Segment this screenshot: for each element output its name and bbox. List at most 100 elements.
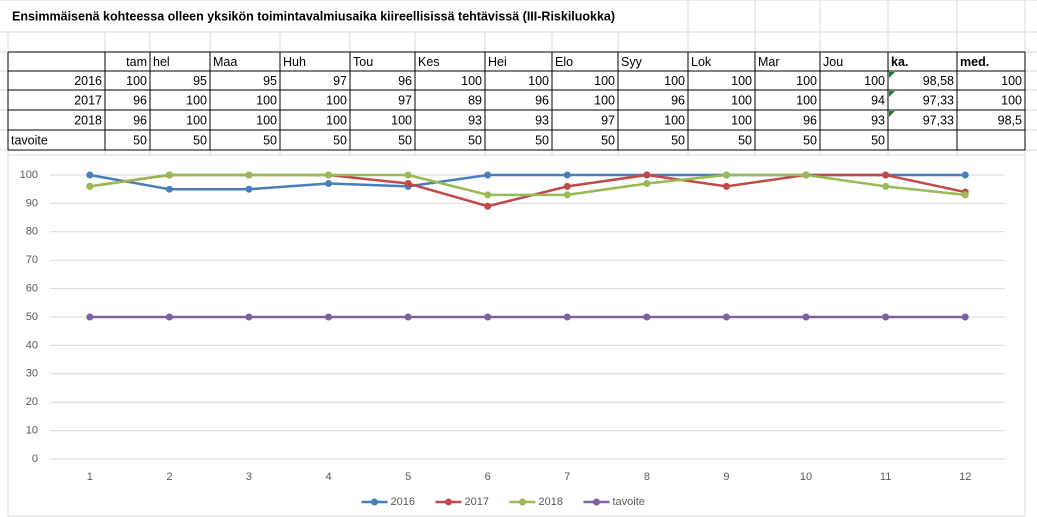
x-tick-label: 5 xyxy=(405,471,411,483)
table-cell: 50 xyxy=(133,133,147,147)
data-point xyxy=(404,313,412,321)
table-cell: 50 xyxy=(193,133,207,147)
table-cell: 100 xyxy=(186,113,207,127)
row-label: tavoite xyxy=(11,133,48,147)
table-cell: 97 xyxy=(398,93,412,107)
table-cell: 100 xyxy=(594,74,615,88)
data-point xyxy=(643,313,651,321)
data-point xyxy=(882,182,890,190)
table-cell: 97 xyxy=(333,74,347,88)
table-cell: 50 xyxy=(738,133,752,147)
table-cell: 50 xyxy=(263,133,277,147)
data-point xyxy=(245,313,253,321)
table-cell: 97 xyxy=(601,113,615,127)
column-header: Kes xyxy=(418,55,440,69)
table-cell: 96 xyxy=(398,74,412,88)
table-cell: 100 xyxy=(461,74,482,88)
column-header: Lok xyxy=(691,55,712,69)
table-cell: 96 xyxy=(133,113,147,127)
table-cell: 100 xyxy=(594,93,615,107)
data-point xyxy=(961,313,969,321)
data-point xyxy=(245,185,253,193)
y-tick-label: 10 xyxy=(26,425,38,437)
column-header: med. xyxy=(960,55,989,69)
table-cell: 97,33 xyxy=(923,93,954,107)
data-point xyxy=(325,313,333,321)
table-cell: 100 xyxy=(731,74,752,88)
y-tick-label: 100 xyxy=(20,169,38,181)
table-cell: 50 xyxy=(671,133,685,147)
data-point xyxy=(404,180,412,188)
table-cell: 100 xyxy=(1001,93,1022,107)
data-point xyxy=(484,191,492,199)
column-header: Maa xyxy=(213,55,237,69)
data-point xyxy=(882,313,890,321)
data-point xyxy=(961,191,969,199)
error-indicator xyxy=(889,91,895,97)
column-header: Hei xyxy=(488,55,507,69)
table-cell: 50 xyxy=(803,133,817,147)
table-cell: 100 xyxy=(256,113,277,127)
sheet-title: Ensimmäisenä kohteessa olleen yksikön to… xyxy=(12,9,615,23)
table-cell: 100 xyxy=(326,113,347,127)
data-point xyxy=(722,182,730,190)
data-point xyxy=(563,191,571,199)
x-tick-label: 1 xyxy=(87,471,93,483)
legend-marker xyxy=(519,498,526,506)
column-header: tam xyxy=(126,55,147,69)
table-cell: 94 xyxy=(871,93,885,107)
data-point xyxy=(86,171,94,179)
data-point xyxy=(802,171,810,179)
table-cell: 93 xyxy=(871,113,885,127)
table-cell: 100 xyxy=(528,74,549,88)
table-cell: 100 xyxy=(731,113,752,127)
data-point xyxy=(563,182,571,190)
y-tick-label: 50 xyxy=(26,311,38,323)
data-point xyxy=(245,171,253,179)
y-tick-label: 60 xyxy=(26,283,38,295)
x-tick-label: 3 xyxy=(246,471,252,483)
data-point xyxy=(802,313,810,321)
table-cell: 100 xyxy=(796,93,817,107)
data-point xyxy=(404,171,412,179)
data-point xyxy=(484,202,492,210)
table-cell: 100 xyxy=(256,93,277,107)
column-header: hel xyxy=(153,55,170,69)
x-tick-label: 10 xyxy=(800,471,812,483)
table-cell: 95 xyxy=(193,74,207,88)
data-point xyxy=(643,180,651,188)
data-point xyxy=(722,171,730,179)
x-tick-label: 12 xyxy=(959,471,971,483)
x-tick-label: 2 xyxy=(166,471,172,483)
table-cell: 89 xyxy=(468,93,482,107)
table-cell: 95 xyxy=(263,74,277,88)
table-cell: 50 xyxy=(601,133,615,147)
table-cell: 96 xyxy=(671,93,685,107)
table-cell: 100 xyxy=(864,74,885,88)
data-point xyxy=(722,313,730,321)
x-tick-label: 9 xyxy=(723,471,729,483)
column-header: Syy xyxy=(621,55,643,69)
y-tick-label: 70 xyxy=(26,254,38,266)
data-point xyxy=(643,171,651,179)
column-header: Huh xyxy=(283,55,306,69)
table-cell: 93 xyxy=(535,113,549,127)
table-cell: 100 xyxy=(326,93,347,107)
legend-label: 2016 xyxy=(391,496,415,508)
legend-label: 2018 xyxy=(539,496,563,508)
data-point xyxy=(961,171,969,179)
x-tick-label: 6 xyxy=(485,471,491,483)
table-cell: 100 xyxy=(731,93,752,107)
data-point xyxy=(882,171,890,179)
data-point xyxy=(165,185,173,193)
x-tick-label: 8 xyxy=(644,471,650,483)
data-point xyxy=(484,313,492,321)
data-point xyxy=(165,171,173,179)
y-tick-label: 20 xyxy=(26,396,38,408)
data-point xyxy=(484,171,492,179)
error-indicator xyxy=(889,72,895,78)
error-indicator xyxy=(889,111,895,117)
table-cell: 100 xyxy=(126,74,147,88)
row-label: 2017 xyxy=(74,93,102,107)
